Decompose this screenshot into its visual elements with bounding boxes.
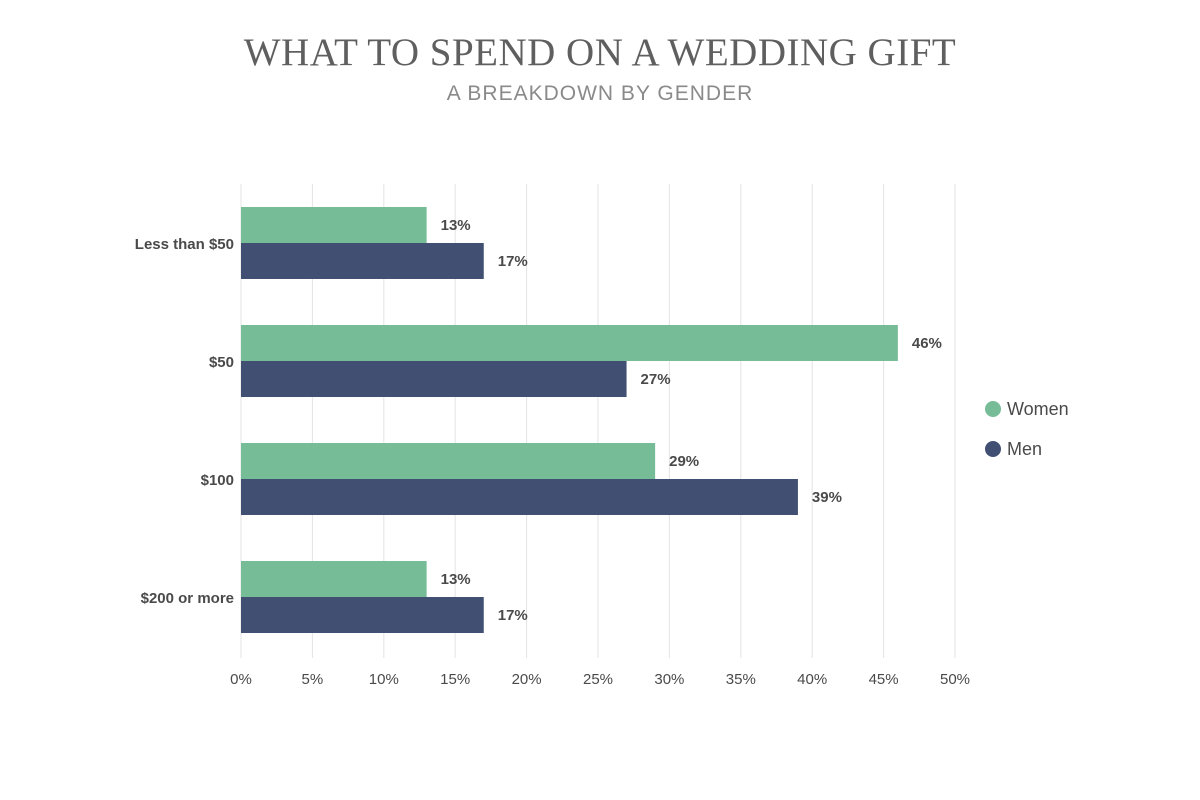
category-label: $50: [209, 354, 234, 371]
x-tick-label: 10%: [369, 671, 399, 688]
legend-swatch-men: [985, 441, 1001, 457]
category-label: Less than $50: [135, 236, 234, 253]
data-label: 17%: [498, 253, 528, 270]
x-tick-label: 20%: [512, 671, 542, 688]
bar-men: [241, 361, 627, 397]
bar-series: 13% 17% 46% 27% 29% 39% 13% 17%: [241, 207, 942, 633]
legend-swatch-women: [985, 401, 1001, 417]
legend-label-women: Women: [1007, 398, 1069, 419]
x-tick-label: 35%: [726, 671, 756, 688]
x-tick-label: 30%: [654, 671, 684, 688]
x-tick-label: 0%: [230, 671, 252, 688]
bar-women: [241, 561, 427, 597]
data-label: 17%: [498, 607, 528, 624]
bar-men: [241, 597, 484, 633]
bar-women: [241, 207, 427, 243]
legend-item-women: Women: [985, 396, 1069, 422]
data-label: 46%: [912, 335, 942, 352]
data-label: 39%: [812, 489, 842, 506]
x-tick-label: 40%: [797, 671, 827, 688]
legend: Women Men: [985, 396, 1069, 476]
data-label: 29%: [669, 453, 699, 470]
category-label: $100: [201, 472, 234, 489]
bar-men: [241, 243, 484, 279]
legend-item-men: Men: [985, 436, 1069, 462]
x-tick-label: 50%: [940, 671, 970, 688]
data-label: 13%: [441, 217, 471, 234]
x-tick-label: 45%: [869, 671, 899, 688]
data-label: 27%: [641, 371, 671, 388]
bar-men: [241, 479, 798, 515]
data-label: 13%: [441, 571, 471, 588]
category-label: $200 or more: [141, 590, 234, 607]
bar-women: [241, 443, 656, 479]
x-tick-label: 5%: [302, 671, 324, 688]
x-tick-label: 15%: [440, 671, 470, 688]
x-axis: 0% 5% 10% 15% 20% 25% 30% 35% 40% 45% 50%: [230, 671, 970, 688]
legend-label-men: Men: [1007, 438, 1043, 459]
chart-subtitle: A BREAKDOWN BY GENDER: [446, 82, 754, 105]
bar-women: [241, 325, 898, 361]
x-tick-label: 25%: [583, 671, 613, 688]
category-axis: Less than $50 $50 $100 $200 or more: [135, 236, 234, 607]
chart-title: WHAT TO SPEND ON A WEDDING GIFT: [243, 31, 957, 74]
